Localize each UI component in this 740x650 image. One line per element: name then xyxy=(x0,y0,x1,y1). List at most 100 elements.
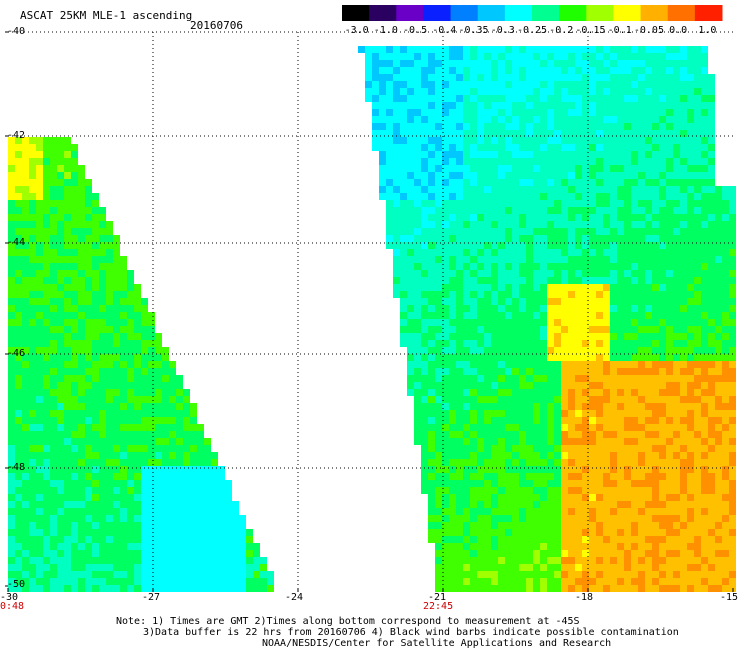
wind-cell xyxy=(155,473,162,480)
wind-cell xyxy=(729,270,736,277)
wind-cell xyxy=(449,95,456,102)
wind-cell xyxy=(603,221,610,228)
wind-cell xyxy=(407,95,414,102)
wind-cell xyxy=(421,172,428,179)
wind-cell xyxy=(120,487,127,494)
wind-cell xyxy=(589,382,596,389)
wind-cell xyxy=(29,172,36,179)
wind-cell xyxy=(22,452,29,459)
wind-cell xyxy=(435,487,442,494)
wind-cell xyxy=(694,109,701,116)
wind-cell xyxy=(470,172,477,179)
wind-cell xyxy=(456,333,463,340)
wind-cell xyxy=(50,508,57,515)
wind-cell xyxy=(8,305,15,312)
wind-cell xyxy=(379,144,386,151)
wind-cell xyxy=(673,361,680,368)
wind-cell xyxy=(477,298,484,305)
wind-cell xyxy=(631,53,638,60)
wind-cell xyxy=(456,95,463,102)
wind-cell xyxy=(631,263,638,270)
wind-cell xyxy=(540,193,547,200)
wind-cell xyxy=(85,270,92,277)
wind-cell xyxy=(624,242,631,249)
wind-cell xyxy=(533,151,540,158)
wind-cell xyxy=(127,424,134,431)
wind-cell xyxy=(624,53,631,60)
wind-cell xyxy=(29,214,36,221)
wind-cell xyxy=(666,501,673,508)
wind-cell xyxy=(554,158,561,165)
wind-cell xyxy=(596,333,603,340)
wind-cell xyxy=(435,88,442,95)
wind-cell xyxy=(512,95,519,102)
wind-cell xyxy=(442,508,449,515)
wind-cell xyxy=(708,487,715,494)
wind-cell xyxy=(505,60,512,67)
wind-cell xyxy=(148,466,155,473)
wind-cell xyxy=(547,347,554,354)
wind-cell xyxy=(561,480,568,487)
wind-cell xyxy=(442,109,449,116)
wind-cell xyxy=(379,137,386,144)
wind-cell xyxy=(484,158,491,165)
wind-cell xyxy=(428,529,435,536)
wind-cell xyxy=(708,298,715,305)
wind-cell xyxy=(428,375,435,382)
wind-cell xyxy=(92,312,99,319)
wind-cell xyxy=(540,130,547,137)
wind-cell xyxy=(470,214,477,221)
wind-cell xyxy=(687,466,694,473)
wind-cell xyxy=(540,123,547,130)
wind-cell xyxy=(22,200,29,207)
wind-cell xyxy=(386,179,393,186)
wind-cell xyxy=(442,67,449,74)
wind-cell xyxy=(85,431,92,438)
wind-cell xyxy=(57,333,64,340)
wind-cell xyxy=(428,396,435,403)
wind-cell xyxy=(36,452,43,459)
wind-cell xyxy=(610,179,617,186)
wind-cell xyxy=(463,550,470,557)
wind-cell xyxy=(484,536,491,543)
wind-cell xyxy=(8,396,15,403)
wind-cell xyxy=(120,312,127,319)
wind-cell xyxy=(407,284,414,291)
wind-cell xyxy=(393,74,400,81)
wind-cell xyxy=(456,256,463,263)
wind-cell xyxy=(162,473,169,480)
wind-cell xyxy=(729,459,736,466)
wind-cell xyxy=(673,403,680,410)
wind-cell xyxy=(498,494,505,501)
wind-cell xyxy=(435,564,442,571)
wind-cell xyxy=(729,403,736,410)
wind-cell xyxy=(533,361,540,368)
wind-cell xyxy=(547,368,554,375)
wind-cell xyxy=(715,410,722,417)
wind-cell xyxy=(680,249,687,256)
wind-cell xyxy=(596,298,603,305)
wind-cell xyxy=(106,536,113,543)
wind-cell xyxy=(512,60,519,67)
wind-cell xyxy=(470,137,477,144)
wind-cell xyxy=(701,417,708,424)
wind-cell xyxy=(470,53,477,60)
wind-cell xyxy=(442,543,449,550)
wind-cell xyxy=(463,186,470,193)
wind-cell xyxy=(64,417,71,424)
wind-cell xyxy=(57,536,64,543)
wind-cell xyxy=(708,263,715,270)
wind-cell xyxy=(134,529,141,536)
wind-cell xyxy=(463,235,470,242)
wind-cell xyxy=(484,123,491,130)
wind-cell xyxy=(596,200,603,207)
wind-cell xyxy=(687,410,694,417)
wind-cell xyxy=(505,564,512,571)
wind-cell xyxy=(673,235,680,242)
wind-cell xyxy=(505,494,512,501)
wind-cell xyxy=(169,494,176,501)
wind-cell xyxy=(624,340,631,347)
wind-cell xyxy=(141,452,148,459)
wind-cell xyxy=(407,214,414,221)
wind-cell xyxy=(449,543,456,550)
